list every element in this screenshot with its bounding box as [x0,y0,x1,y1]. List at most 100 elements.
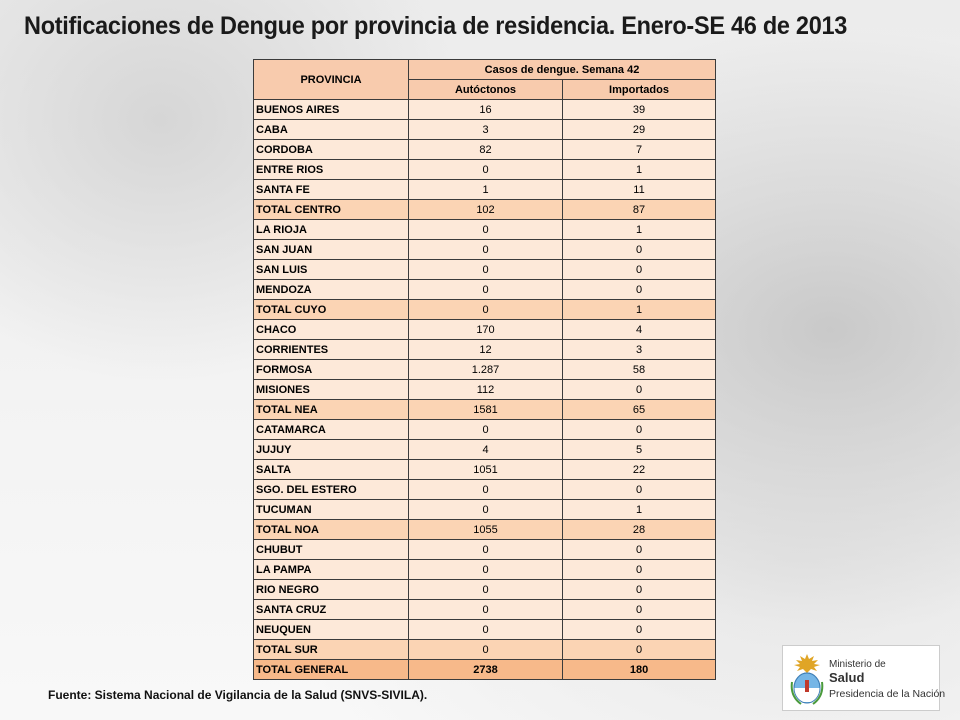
table-row: MISIONES 112 0 [253,379,717,400]
cell-autoctonos: 0 [408,259,563,280]
cell-importados: 0 [561,579,717,600]
cell-autoctonos: 102 [408,199,563,220]
cell-importados: 5 [561,439,717,460]
header-provincia: PROVINCIA [253,59,409,100]
cell-autoctonos: 1051 [408,459,563,480]
cell-importados: 1 [561,499,717,520]
cell-autoctonos: 12 [408,339,563,360]
cell-provincia: NEUQUEN [253,619,409,640]
cell-provincia: JUJUY [253,439,409,460]
cell-importados: 1 [561,219,717,240]
table-row: SANTA CRUZ 0 0 [253,599,717,620]
table-total-row: TOTAL NOA 1055 28 [253,519,717,540]
cell-provincia: TUCUMAN [253,499,409,520]
cell-autoctonos: 0 [408,499,563,520]
header-autoctonos: Autóctonos [408,79,563,100]
table-total-row: TOTAL CENTRO 102 87 [253,199,717,220]
header-importados: Importados [561,79,717,100]
cell-importados: 0 [561,479,717,500]
table-row: CATAMARCA 0 0 [253,419,717,440]
cell-autoctonos: 1055 [408,519,563,540]
cell-provincia: CATAMARCA [253,419,409,440]
table-row: LA RIOJA 0 1 [253,219,717,240]
cell-importados: 0 [561,259,717,280]
cell-provincia: CORRIENTES [253,339,409,360]
cell-autoctonos: 2738 [408,659,563,680]
dengue-table: PROVINCIA Casos de dengue. Semana 42 Aut… [253,59,717,680]
cell-importados: 0 [561,239,717,260]
cell-provincia: SALTA [253,459,409,480]
cell-importados: 7 [561,139,717,160]
table-row: BUENOS AIRES 16 39 [253,99,717,120]
cell-importados: 29 [561,119,717,140]
cell-provincia: CHUBUT [253,539,409,560]
cell-autoctonos: 1581 [408,399,563,420]
table-row: SALTA 1051 22 [253,459,717,480]
cell-autoctonos: 170 [408,319,563,340]
table-row: CHUBUT 0 0 [253,539,717,560]
cell-autoctonos: 4 [408,439,563,460]
cell-provincia: TOTAL CUYO [253,299,409,320]
cell-autoctonos: 3 [408,119,563,140]
cell-importados: 28 [561,519,717,540]
table-row: JUJUY 4 5 [253,439,717,460]
cell-importados: 39 [561,99,717,120]
table-body: BUENOS AIRES 16 39 CABA 3 29 CORDOBA 82 7 ENTRE R… [253,99,717,680]
cell-importados: 180 [561,659,717,680]
cell-autoctonos: 0 [408,219,563,240]
cell-importados: 65 [561,399,717,420]
table-row: SAN LUIS 0 0 [253,259,717,280]
cell-autoctonos: 0 [408,159,563,180]
logo-line-presidencia: Presidencia de la Nación [829,688,946,700]
cell-provincia: BUENOS AIRES [253,99,409,120]
cell-provincia: LA PAMPA [253,559,409,580]
cell-importados: 4 [561,319,717,340]
cell-provincia: TOTAL SUR [253,639,409,660]
cell-autoctonos: 0 [408,639,563,660]
argentina-coat-of-arms-icon [790,654,824,705]
cell-autoctonos: 0 [408,239,563,260]
cell-autoctonos: 112 [408,379,563,400]
cell-importados: 87 [561,199,717,220]
table-row: SGO. DEL ESTERO 0 0 [253,479,717,500]
ministry-logo: Ministerio de Salud Presidencia de la Na… [782,645,945,711]
cell-autoctonos: 1 [408,179,563,200]
cell-importados: 0 [561,599,717,620]
table-row: RIO NEGRO 0 0 [253,579,717,600]
cell-autoctonos: 0 [408,559,563,580]
page-title: Notificaciones de Dengue por provincia d… [24,12,848,40]
table-row: CORDOBA 82 7 [253,139,717,160]
cell-provincia: MISIONES [253,379,409,400]
cell-importados: 0 [561,639,717,660]
source-note: Fuente: Sistema Nacional de Vigilancia d… [48,688,428,702]
cell-provincia: TOTAL GENERAL [253,659,409,680]
cell-autoctonos: 0 [408,419,563,440]
table-row: CABA 3 29 [253,119,717,140]
cell-provincia: TOTAL CENTRO [253,199,409,220]
cell-importados: 3 [561,339,717,360]
cell-provincia: CORDOBA [253,139,409,160]
cell-autoctonos: 0 [408,279,563,300]
cell-importados: 22 [561,459,717,480]
cell-provincia: SANTA FE [253,179,409,200]
cell-provincia: SANTA CRUZ [253,599,409,620]
table-row: SAN JUAN 0 0 [253,239,717,260]
table-row: TUCUMAN 0 1 [253,499,717,520]
cell-importados: 1 [561,299,717,320]
cell-provincia: LA RIOJA [253,219,409,240]
table-row: ENTRE RIOS 0 1 [253,159,717,180]
logo-line-salud: Salud [829,670,865,685]
cell-provincia: FORMOSA [253,359,409,380]
cell-importados: 0 [561,559,717,580]
cell-autoctonos: 0 [408,619,563,640]
cell-autoctonos: 16 [408,99,563,120]
cell-provincia: SGO. DEL ESTERO [253,479,409,500]
cell-provincia: MENDOZA [253,279,409,300]
cell-importados: 11 [561,179,717,200]
cell-provincia: CABA [253,119,409,140]
cell-importados: 58 [561,359,717,380]
cell-importados: 0 [561,279,717,300]
cell-provincia: RIO NEGRO [253,579,409,600]
table-row: MENDOZA 0 0 [253,279,717,300]
cell-autoctonos: 0 [408,579,563,600]
